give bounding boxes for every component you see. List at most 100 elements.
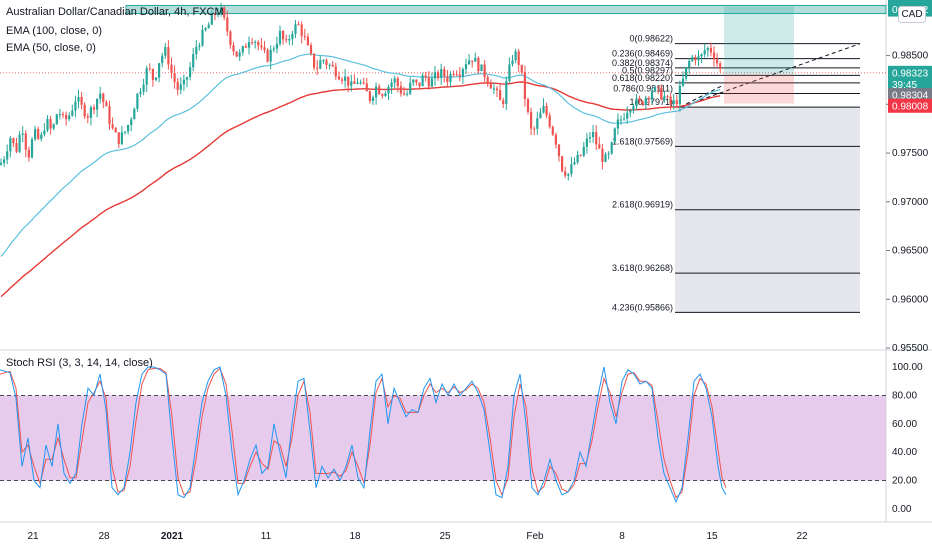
candle-body — [635, 98, 638, 107]
candle-body — [235, 51, 238, 57]
candle-body — [452, 73, 455, 75]
candle-body — [697, 56, 700, 61]
currency-badge[interactable]: CAD — [898, 6, 926, 23]
candle-body — [136, 93, 139, 109]
candle-body — [148, 68, 151, 70]
candle-body — [505, 81, 508, 104]
candle-body — [167, 47, 170, 65]
candle-body — [300, 24, 303, 37]
candle-body — [570, 164, 573, 174]
candle-body — [21, 133, 24, 135]
fib-level-label: 0.786(0.98111) — [613, 83, 673, 93]
candle-body — [130, 119, 133, 126]
candle-body — [213, 13, 216, 15]
candle-body — [502, 100, 505, 104]
candle-body — [613, 128, 616, 143]
candle-body — [313, 53, 316, 68]
candle-body — [393, 78, 396, 83]
candle-body — [164, 47, 167, 56]
candle-body — [291, 33, 294, 40]
candle-body — [712, 52, 716, 60]
candle-body — [471, 60, 474, 62]
candle-body — [210, 13, 213, 25]
candle-body — [0, 162, 3, 165]
candle-body — [561, 156, 564, 172]
candle-body — [564, 171, 567, 176]
candle-body — [170, 64, 173, 74]
candle-body — [179, 84, 182, 90]
candle-body — [294, 24, 297, 34]
candle-body — [319, 60, 322, 69]
candle-body — [681, 78, 685, 86]
candle-body — [18, 134, 21, 152]
candle-body — [322, 60, 325, 62]
candle-body — [663, 96, 666, 100]
candle-body — [198, 45, 201, 47]
candle-body — [554, 134, 557, 145]
candle-body — [86, 116, 89, 118]
candle-body — [353, 81, 356, 84]
candle-body — [328, 64, 331, 66]
candle-body — [551, 126, 554, 135]
candle-body — [610, 142, 613, 154]
candle-body — [340, 79, 344, 81]
candle-body — [585, 138, 588, 147]
candle-body — [495, 88, 499, 91]
candle-body — [362, 82, 365, 84]
candle-body — [356, 82, 359, 84]
candle-body — [685, 67, 688, 79]
candle-body — [536, 118, 539, 129]
price-badge — [888, 88, 932, 103]
candle-body — [297, 24, 300, 26]
candle-body — [145, 68, 148, 85]
candle-body — [189, 67, 192, 78]
candle-body — [437, 72, 440, 78]
candle-body — [573, 162, 576, 165]
fibonacci-extension: 0(0.98622)0.236(0.98469)0.382(0.98374)0.… — [612, 34, 861, 313]
fib-level-label: 0(0.98622) — [629, 34, 673, 44]
stoch-rsi-panel — [0, 366, 886, 504]
rsi-tick-label: 100.00 — [892, 362, 923, 373]
fib-level-label: 1(0.97971) — [629, 97, 673, 107]
candle-body — [161, 55, 164, 64]
candle-body — [449, 73, 452, 82]
ema-lines — [0, 53, 721, 298]
candle-body — [244, 46, 247, 48]
candle-body — [638, 98, 641, 102]
candle-body — [418, 82, 421, 87]
candle-body — [344, 76, 347, 81]
trend-projection-line — [679, 85, 723, 108]
candle-body — [542, 106, 545, 113]
candle-body — [105, 102, 108, 107]
candle-body — [412, 79, 415, 83]
position-profit-zone — [724, 6, 794, 75]
candle-body — [220, 7, 223, 14]
price-tick-label: 0.95500 — [892, 343, 929, 354]
chart-title: Australian Dollar/Canadian Dollar, 4h, F… — [6, 6, 224, 18]
price-badge — [888, 77, 932, 92]
candle-body — [688, 60, 691, 68]
candle-body — [269, 49, 272, 62]
fib-level-label: 4.236(0.95866) — [612, 302, 673, 312]
fib-level-label: 0.382(0.98374) — [612, 58, 673, 68]
price-tick-label: 0.96500 — [892, 246, 929, 257]
candle-body — [433, 72, 437, 79]
candle-body — [257, 41, 260, 46]
candle-body — [464, 64, 468, 70]
candle-body — [309, 45, 313, 54]
candle-body — [499, 90, 502, 101]
candle-body — [440, 69, 443, 78]
candle-body — [80, 96, 83, 105]
candle-body — [216, 13, 220, 15]
rsi-tick-label: 40.00 — [892, 447, 917, 458]
candle-body — [719, 63, 722, 69]
rsi-tick-label: 60.00 — [892, 419, 917, 430]
candle-body — [37, 129, 40, 139]
time-axis-label: 28 — [98, 531, 110, 542]
ema100-label: EMA (100, close, 0) — [6, 25, 102, 37]
candle-body — [601, 148, 604, 162]
candle-body — [443, 69, 446, 77]
candle-body — [226, 17, 229, 32]
